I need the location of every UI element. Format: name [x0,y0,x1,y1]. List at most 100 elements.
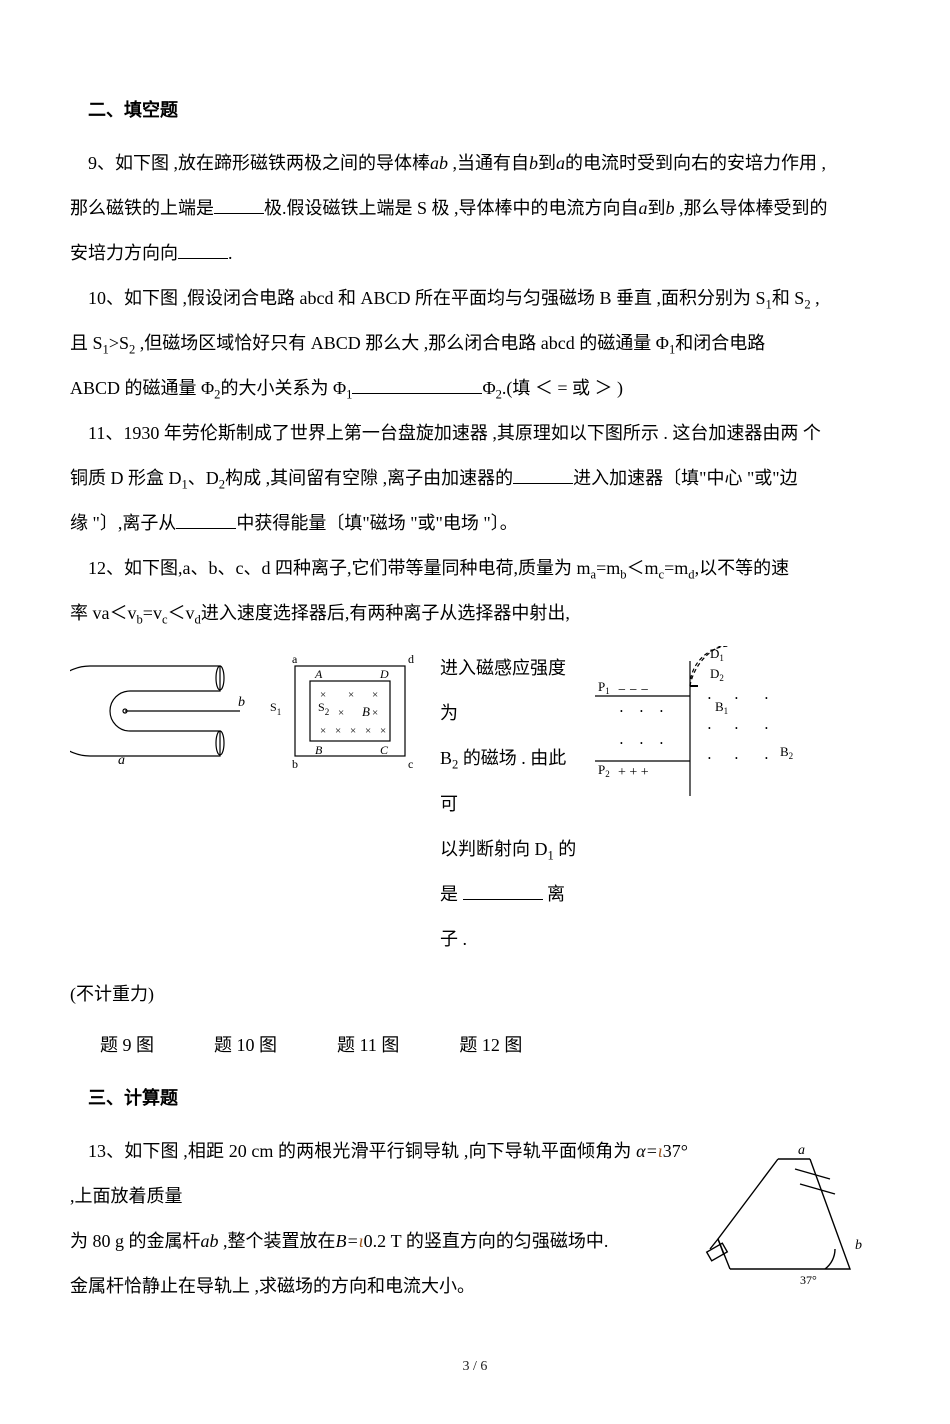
svg-text:•: • [765,754,768,763]
q12-h: ＜v [168,603,195,623]
svg-text:×: × [335,725,341,737]
q10-c: , [811,288,820,308]
fig13-a: a [798,1143,805,1158]
svg-text:D1: D1 [710,646,724,663]
fig10-D: D [379,667,389,681]
question-10c: ABCD 的磁通量 Φ2的大小关系为 Φ1Φ2.(填 ＜ = 或 ＞ ) [70,366,880,411]
svg-text:•: • [708,724,711,733]
svg-text:•: • [735,724,738,733]
q10-f: ,但磁场区域恰好只有 ABCD 那么大 ,那么闭合电路 abcd 的磁通量 Φ [135,333,669,353]
q11-blank2 [176,511,236,529]
q9-a2: a [556,153,565,173]
question-11c: 缘 "〕,离子从中获得能量〔填"磁场 "或"电场 "〕。 [70,501,880,546]
svg-text:B2: B2 [780,744,793,761]
q9-blank2 [178,241,228,259]
question-9: 9、如下图 ,放在蹄形磁铁两极之间的导体棒ab ,当通有自b到a的电流时受到向右… [70,141,880,186]
svg-text:•: • [660,739,663,748]
q10-b: 和 S [772,288,805,308]
q13-num: 13、 [88,1141,124,1161]
fig10-C: C [380,743,389,757]
q11-e: 进入加速器〔填"中心 "或"边 [573,468,798,488]
q12-mid-text: 进入磁感应强度为 B2 的磁场 . 由此可 以判断射向 D1 的 是 离 子 . [440,646,580,961]
fig10-A: A [314,667,323,681]
svg-text:•: • [640,739,643,748]
figure-13: a b 37° [700,1129,880,1299]
svg-text:•: • [765,724,768,733]
svg-text:B1: B1 [715,699,728,716]
svg-text:•: • [708,694,711,703]
q12-mtf: 是 [440,884,458,904]
q11-f: 缘 "〕,离子从 [70,513,176,533]
q9-d: 的电流时受到向右的安培力作用 , [565,153,826,173]
q13-val: 0.2 T 的竖直方向的匀强磁场中. [364,1231,609,1251]
q11-d: 构成 ,其间留有空隙 ,离子由加速器的 [225,468,513,488]
q9-num: 9、 [88,153,115,173]
figure-9: b a [70,646,250,776]
question-11b: 铜质 D 形盒 D1、D2构成 ,其间留有空隙 ,离子由加速器的进入加速器〔填"… [70,456,880,501]
svg-text:+ + +: + + + [618,765,649,780]
q9-blank1 [214,196,264,214]
q10-i: 的大小关系为 Φ [220,378,346,398]
q12-mtc: 的磁场 . 由此可 [440,748,566,813]
section-fill-title: 二、填空题 [70,88,880,133]
svg-text:×: × [348,689,354,701]
svg-text:×: × [320,725,326,737]
svg-text:•: • [640,707,643,716]
fig10-d: d [408,652,414,666]
q9-a: 如下图 ,放在蹄形磁铁两极之间的导体棒 [115,153,430,173]
svg-text:− − −: − − − [618,683,649,698]
q12-b: =m [596,558,620,578]
q12-mta: 进入磁感应强度为 [440,658,566,723]
q12-a: 如下图,a、b、c、d 四种离子,它们带等量同种电荷,质量为 m [124,558,590,578]
q12-i: 进入速度选择器后,有两种离子从选择器中射出, [201,603,570,623]
svg-text:D2: D2 [710,666,724,683]
q12-f: 率 va＜v [70,603,137,623]
svg-text:•: • [620,707,623,716]
svg-text:P2: P2 [598,762,610,779]
fig13-ang: 37° [800,1273,817,1287]
q13-ab: ab [201,1231,219,1251]
svg-text:B: B [362,704,370,719]
svg-text:S1: S1 [270,700,281,717]
q10-h: ABCD 的磁通量 Φ [70,378,214,398]
svg-text:•: • [620,739,623,748]
svg-text:S2: S2 [318,700,329,717]
q10-j: Φ [482,378,495,398]
q9-g: 自 [621,198,639,218]
svg-text:×: × [380,725,386,737]
q13-b: 为 80 g 的金属杆 [70,1231,201,1251]
figure-10: a d b c A D B C S1 S2 B ××× ×× ××××× [260,646,430,776]
q10-a: 如下图 ,假设闭合电路 abcd 和 ABCD 所在平面均与匀强磁场 B 垂直 … [124,288,766,308]
svg-text:•: • [735,694,738,703]
q12-e: ,以不等的速 [695,558,790,578]
fig10-B: B [315,743,323,757]
q11-c: 、D [188,468,219,488]
q13-a: 如下图 ,相距 20 cm 的两根光滑平行铜导轨 ,向下导轨平面倾角为 [124,1141,636,1161]
fig13-b: b [855,1238,862,1253]
question-9b: 那么磁铁的上端是极.假设磁铁上端是 S 极 ,导体棒中的电流方向自a到b ,那么… [70,186,880,231]
q9-b: ,当通有自 [448,153,529,173]
caption-11: 题 11 图 [337,1023,399,1068]
caption-9: 题 9 图 [100,1023,154,1068]
fig10-b: b [292,757,298,771]
q12-mtd: 以判断射向 D [440,839,548,859]
q10-d: 且 S [70,333,103,353]
q9-b3: b [666,198,675,218]
svg-text:×: × [372,689,378,701]
q9-i: ,那么导体棒受到的 [675,198,828,218]
q13-d: 金属杆恰静止在导轨上 ,求磁场的方向和电流大小。 [70,1276,475,1296]
q12-num: 12、 [88,558,124,578]
q10-g: 和闭合电路 [675,333,765,353]
figure-12: D1 D2 P1 P2 B1 B2 − − − + + + • • • • • • • •… [590,646,800,806]
svg-text:•: • [660,707,663,716]
q12-no-gravity: (不计重力) [70,972,880,1017]
q9-a3: a [639,198,648,218]
figure-captions: 题 9 图 题 10 图 题 11 图 题 12 图 [100,1023,880,1068]
q12-blank [463,882,543,900]
fig10-a: a [292,652,298,666]
svg-text:P1: P1 [598,679,610,696]
svg-text:×: × [338,707,344,719]
question-11: 11、1930 年劳伦斯制成了世界上第一台盘旋加速器 ,其原理如以下图所示 . … [70,411,880,456]
fig10-c: c [408,757,413,771]
q9-j: 安培力方向向 [70,243,178,263]
